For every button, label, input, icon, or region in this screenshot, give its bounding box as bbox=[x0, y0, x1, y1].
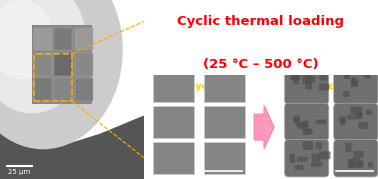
FancyBboxPatch shape bbox=[153, 69, 194, 102]
FancyBboxPatch shape bbox=[352, 163, 363, 168]
FancyBboxPatch shape bbox=[351, 81, 357, 86]
FancyBboxPatch shape bbox=[74, 53, 93, 76]
Text: 500 nm: 500 nm bbox=[211, 172, 235, 177]
FancyBboxPatch shape bbox=[345, 143, 352, 152]
Text: 500 cycle: 500 cycle bbox=[307, 83, 355, 91]
Text: 25 μm: 25 μm bbox=[8, 169, 31, 175]
FancyBboxPatch shape bbox=[294, 115, 300, 124]
FancyBboxPatch shape bbox=[54, 53, 73, 76]
FancyBboxPatch shape bbox=[153, 106, 194, 138]
FancyBboxPatch shape bbox=[303, 128, 311, 135]
Circle shape bbox=[0, 0, 122, 149]
FancyBboxPatch shape bbox=[285, 103, 329, 141]
FancyBboxPatch shape bbox=[340, 119, 345, 125]
FancyBboxPatch shape bbox=[351, 77, 356, 83]
Circle shape bbox=[0, 0, 86, 113]
FancyBboxPatch shape bbox=[34, 78, 52, 101]
FancyBboxPatch shape bbox=[302, 76, 310, 84]
FancyBboxPatch shape bbox=[307, 73, 312, 78]
FancyBboxPatch shape bbox=[311, 163, 322, 167]
FancyBboxPatch shape bbox=[344, 73, 349, 79]
Text: (25 °C – 500 °C): (25 °C – 500 °C) bbox=[203, 58, 319, 71]
FancyBboxPatch shape bbox=[285, 67, 329, 104]
FancyBboxPatch shape bbox=[293, 75, 299, 84]
FancyBboxPatch shape bbox=[351, 158, 361, 165]
Circle shape bbox=[0, 0, 53, 79]
FancyBboxPatch shape bbox=[319, 73, 327, 81]
FancyBboxPatch shape bbox=[358, 122, 368, 129]
FancyBboxPatch shape bbox=[316, 120, 326, 124]
FancyBboxPatch shape bbox=[334, 67, 378, 104]
FancyBboxPatch shape bbox=[319, 151, 330, 159]
FancyBboxPatch shape bbox=[334, 103, 378, 141]
FancyBboxPatch shape bbox=[290, 154, 295, 163]
FancyBboxPatch shape bbox=[348, 159, 353, 167]
Polygon shape bbox=[0, 116, 144, 179]
FancyBboxPatch shape bbox=[312, 153, 321, 162]
FancyBboxPatch shape bbox=[305, 129, 313, 134]
FancyBboxPatch shape bbox=[349, 159, 355, 168]
FancyBboxPatch shape bbox=[343, 91, 349, 97]
FancyBboxPatch shape bbox=[153, 142, 194, 174]
FancyBboxPatch shape bbox=[293, 117, 300, 122]
FancyBboxPatch shape bbox=[74, 78, 93, 101]
FancyBboxPatch shape bbox=[334, 140, 378, 177]
FancyBboxPatch shape bbox=[295, 165, 304, 170]
FancyBboxPatch shape bbox=[306, 76, 315, 83]
FancyBboxPatch shape bbox=[204, 69, 245, 102]
Text: Cyclic thermal loading: Cyclic thermal loading bbox=[177, 15, 344, 28]
FancyBboxPatch shape bbox=[368, 162, 373, 167]
Text: 500 nm: 500 nm bbox=[342, 172, 366, 177]
FancyBboxPatch shape bbox=[319, 83, 329, 90]
FancyBboxPatch shape bbox=[366, 110, 372, 115]
FancyBboxPatch shape bbox=[345, 71, 350, 79]
FancyBboxPatch shape bbox=[54, 28, 73, 50]
FancyBboxPatch shape bbox=[347, 115, 355, 120]
FancyBboxPatch shape bbox=[355, 112, 362, 118]
FancyBboxPatch shape bbox=[34, 28, 52, 50]
FancyBboxPatch shape bbox=[296, 122, 304, 127]
FancyBboxPatch shape bbox=[353, 151, 364, 158]
FancyBboxPatch shape bbox=[351, 79, 358, 87]
Text: 0 cycle: 0 cycle bbox=[181, 83, 216, 91]
FancyBboxPatch shape bbox=[34, 53, 52, 76]
FancyBboxPatch shape bbox=[339, 116, 346, 123]
FancyBboxPatch shape bbox=[365, 74, 371, 79]
FancyBboxPatch shape bbox=[285, 140, 329, 177]
FancyBboxPatch shape bbox=[54, 78, 73, 101]
FancyBboxPatch shape bbox=[363, 69, 370, 77]
FancyBboxPatch shape bbox=[350, 106, 362, 114]
FancyBboxPatch shape bbox=[204, 142, 245, 174]
FancyBboxPatch shape bbox=[302, 120, 308, 128]
FancyBboxPatch shape bbox=[204, 106, 245, 138]
FancyBboxPatch shape bbox=[299, 122, 308, 129]
FancyBboxPatch shape bbox=[297, 157, 307, 162]
FancyBboxPatch shape bbox=[357, 160, 364, 166]
FancyBboxPatch shape bbox=[32, 25, 92, 104]
FancyBboxPatch shape bbox=[74, 28, 93, 50]
FancyBboxPatch shape bbox=[355, 112, 362, 119]
FancyBboxPatch shape bbox=[316, 142, 322, 149]
FancyArrow shape bbox=[254, 106, 274, 149]
FancyBboxPatch shape bbox=[290, 71, 301, 80]
FancyBboxPatch shape bbox=[305, 81, 312, 90]
FancyBboxPatch shape bbox=[303, 141, 313, 150]
